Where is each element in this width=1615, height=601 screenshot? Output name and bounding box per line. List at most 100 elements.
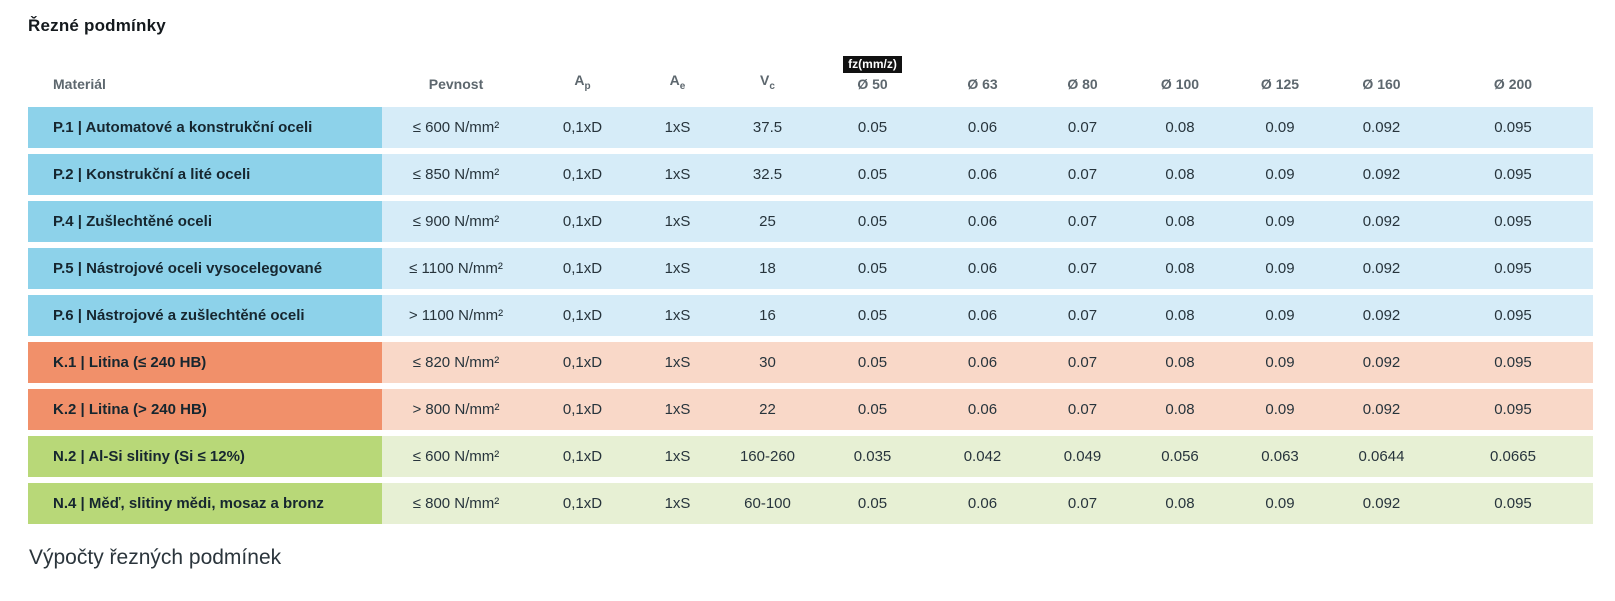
fz-d200-cell: 0.095: [1433, 154, 1593, 195]
fz-d50-cell: 0.05: [815, 483, 930, 524]
material-cell: P.4 | Zušlechtěné oceli: [28, 201, 382, 242]
page-title: Řezné podmínky: [28, 16, 166, 35]
cutting-conditions-table: Materiál Pevnost Ap Ae Vc fz(mm/z) Ø 50 …: [28, 40, 1593, 530]
fz-d80-cell: 0.049: [1035, 436, 1130, 477]
material-cell: K.2 | Litina (> 240 HB): [28, 389, 382, 430]
ae-cell: 1xS: [635, 295, 720, 336]
material-row: K.1 | Litina (≤ 240 HB) ≤ 820 N/mm² 0,1x…: [28, 342, 1593, 383]
fz-unit-badge: fz(mm/z): [843, 56, 902, 73]
fz-d125-cell: 0.09: [1230, 389, 1330, 430]
column-header-d80: Ø 80: [1035, 46, 1130, 101]
ae-cell: 1xS: [635, 201, 720, 242]
pevnost-cell: ≤ 1100 N/mm²: [382, 248, 530, 289]
ae-cell: 1xS: [635, 248, 720, 289]
ap-cell: 0,1xD: [530, 389, 635, 430]
fz-d63-cell: 0.06: [930, 154, 1035, 195]
pevnost-cell: > 800 N/mm²: [382, 389, 530, 430]
ae-symbol: A: [669, 72, 680, 89]
fz-d63-cell: 0.06: [930, 389, 1035, 430]
column-header-vc: Vc: [720, 46, 815, 101]
fz-d63-cell: 0.06: [930, 107, 1035, 148]
fz-d160-cell: 0.092: [1330, 107, 1433, 148]
ae-cell: 1xS: [635, 483, 720, 524]
fz-d125-cell: 0.09: [1230, 295, 1330, 336]
ae-cell: 1xS: [635, 436, 720, 477]
vc-cell: 16: [720, 295, 815, 336]
fz-d50-cell: 0.035: [815, 436, 930, 477]
fz-d160-cell: 0.092: [1330, 483, 1433, 524]
fz-d100-cell: 0.08: [1130, 342, 1230, 383]
fz-d200-cell: 0.095: [1433, 483, 1593, 524]
ap-cell: 0,1xD: [530, 295, 635, 336]
material-row: P.6 | Nástrojové a zušlechtěné oceli > 1…: [28, 295, 1593, 336]
material-row: P.4 | Zušlechtěné oceli ≤ 900 N/mm² 0,1x…: [28, 201, 1593, 242]
fz-d50-cell: 0.05: [815, 201, 930, 242]
pevnost-cell: ≤ 820 N/mm²: [382, 342, 530, 383]
fz-d125-cell: 0.09: [1230, 248, 1330, 289]
column-header-ap: Ap: [530, 46, 635, 101]
fz-d80-cell: 0.07: [1035, 201, 1130, 242]
column-header-d63: Ø 63: [930, 46, 1035, 101]
fz-d80-cell: 0.07: [1035, 483, 1130, 524]
material-cell: N.4 | Měď, slitiny mědi, mosaz a bronz: [28, 483, 382, 524]
column-header-material: Materiál: [53, 76, 106, 92]
fz-d160-cell: 0.092: [1330, 154, 1433, 195]
d160-label: Ø 160: [1362, 76, 1401, 92]
fz-d200-cell: 0.0665: [1433, 436, 1593, 477]
fz-d80-cell: 0.07: [1035, 154, 1130, 195]
ae-cell: 1xS: [635, 154, 720, 195]
d80-label: Ø 80: [1067, 76, 1098, 92]
material-cell: P.1 | Automatové a konstrukční oceli: [28, 107, 382, 148]
ae-subscript: e: [679, 81, 686, 92]
fz-d125-cell: 0.09: [1230, 483, 1330, 524]
section-heading-calculations: Výpočty řezných podmínek: [29, 546, 282, 569]
pevnost-cell: ≤ 800 N/mm²: [382, 483, 530, 524]
ap-symbol: A: [574, 72, 585, 89]
material-cell: P.6 | Nástrojové a zušlechtěné oceli: [28, 295, 382, 336]
fz-d63-cell: 0.06: [930, 295, 1035, 336]
ap-cell: 0,1xD: [530, 483, 635, 524]
vc-cell: 32.5: [720, 154, 815, 195]
fz-d100-cell: 0.08: [1130, 483, 1230, 524]
fz-d160-cell: 0.092: [1330, 342, 1433, 383]
d50-label: Ø 50: [857, 76, 888, 92]
fz-d100-cell: 0.056: [1130, 436, 1230, 477]
column-header-d160: Ø 160: [1330, 46, 1433, 101]
fz-d100-cell: 0.08: [1130, 154, 1230, 195]
vc-cell: 18: [720, 248, 815, 289]
d200-label: Ø 200: [1493, 76, 1533, 92]
vc-subscript: c: [769, 81, 775, 92]
material-row: K.2 | Litina (> 240 HB) > 800 N/mm² 0,1x…: [28, 389, 1593, 430]
pevnost-cell: ≤ 600 N/mm²: [382, 107, 530, 148]
fz-d80-cell: 0.07: [1035, 295, 1130, 336]
fz-d160-cell: 0.092: [1330, 201, 1433, 242]
ap-cell: 0,1xD: [530, 201, 635, 242]
d63-label: Ø 63: [967, 76, 998, 92]
fz-d160-cell: 0.092: [1330, 389, 1433, 430]
material-cell: P.2 | Konstrukční a lité oceli: [28, 154, 382, 195]
material-cell: K.1 | Litina (≤ 240 HB): [28, 342, 382, 383]
fz-d100-cell: 0.08: [1130, 295, 1230, 336]
fz-d160-cell: 0.092: [1330, 295, 1433, 336]
fz-d125-cell: 0.09: [1230, 107, 1330, 148]
ae-cell: 1xS: [635, 389, 720, 430]
column-header-d100: Ø 100: [1130, 46, 1230, 101]
pevnost-cell: ≤ 850 N/mm²: [382, 154, 530, 195]
fz-d125-cell: 0.09: [1230, 154, 1330, 195]
ae-cell: 1xS: [635, 342, 720, 383]
ap-cell: 0,1xD: [530, 154, 635, 195]
fz-d63-cell: 0.06: [930, 201, 1035, 242]
fz-d100-cell: 0.08: [1130, 201, 1230, 242]
material-cell: N.2 | Al-Si slitiny (Si ≤ 12%): [28, 436, 382, 477]
fz-d63-cell: 0.06: [930, 483, 1035, 524]
fz-d200-cell: 0.095: [1433, 248, 1593, 289]
fz-d80-cell: 0.07: [1035, 248, 1130, 289]
fz-d125-cell: 0.09: [1230, 342, 1330, 383]
material-row: P.2 | Konstrukční a lité oceli ≤ 850 N/m…: [28, 154, 1593, 195]
d125-label: Ø 125: [1260, 76, 1300, 92]
fz-d100-cell: 0.08: [1130, 389, 1230, 430]
vc-cell: 25: [720, 201, 815, 242]
material-row: N.2 | Al-Si slitiny (Si ≤ 12%) ≤ 600 N/m…: [28, 436, 1593, 477]
fz-d200-cell: 0.095: [1433, 107, 1593, 148]
fz-d50-cell: 0.05: [815, 248, 930, 289]
